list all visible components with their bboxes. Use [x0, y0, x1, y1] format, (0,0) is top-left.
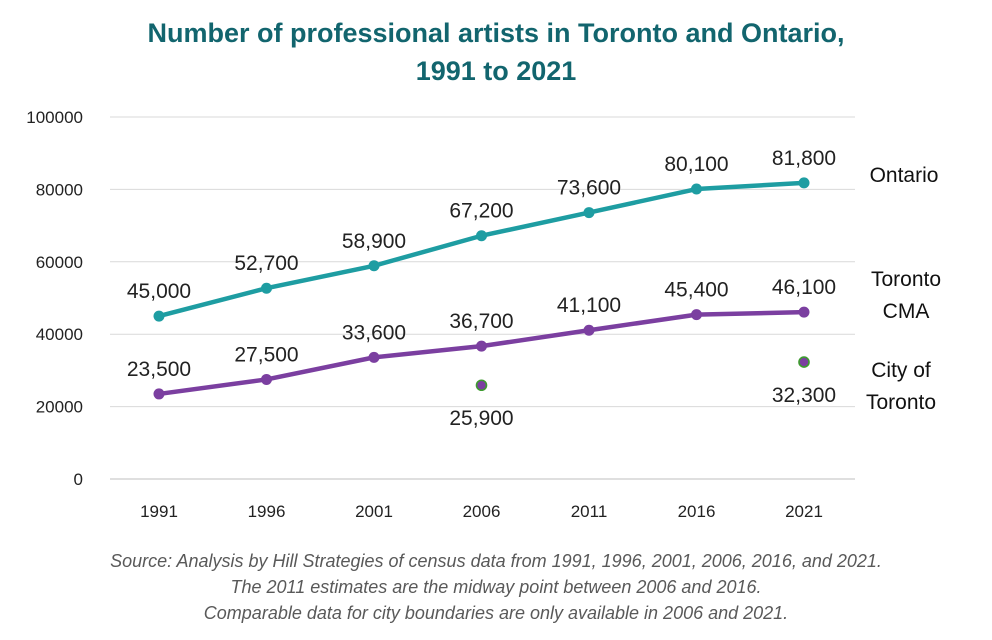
data-point: [153, 310, 165, 322]
y-tick-label: 20000: [36, 398, 83, 417]
chart-title: Number of professional artists in Toront…: [0, 14, 992, 90]
x-tick-label: 2021: [785, 502, 823, 521]
source-note: Source: Analysis by Hill Strategies of c…: [0, 548, 992, 626]
data-label: 67,200: [449, 200, 513, 223]
data-label: 27,500: [234, 343, 298, 366]
x-tick-label: 1991: [140, 502, 178, 521]
data-label: 33,600: [342, 321, 406, 344]
series-labels: Ontario Toronto CMA City of Toronto: [866, 164, 941, 414]
data-label: 80,100: [664, 153, 728, 176]
data-label: 25,900: [449, 407, 513, 430]
x-tick-label: 1996: [248, 502, 286, 521]
data-point: [368, 351, 380, 363]
series-toronto-cma: 23,500 27,500 33,600 36,700 41,100 45,400 46,1…: [127, 276, 836, 400]
y-tick-label: 0: [74, 470, 83, 489]
x-tick-label: 2016: [678, 502, 716, 521]
chart-title-line-2: 1991 to 2021: [415, 56, 577, 86]
data-point: [261, 373, 272, 385]
x-tick-label: 2006: [463, 502, 501, 521]
data-label: 32,300: [772, 384, 836, 407]
source-line-2: The 2011 estimates are the midway point …: [230, 577, 762, 597]
series-ontario: 45,000 52,700 58,900 67,200 73,600 80,100 81,8…: [127, 147, 836, 322]
data-label: 73,600: [557, 177, 621, 200]
data-label: 36,700: [449, 310, 513, 333]
data-label: 46,100: [772, 276, 836, 299]
y-axis: 0 20000 40000 60000 80000 100000: [26, 108, 83, 489]
data-label: 23,500: [127, 358, 191, 381]
data-point: [798, 356, 810, 368]
source-line-1: Source: Analysis by Hill Strategies of c…: [110, 551, 882, 571]
source-line-3: Comparable data for city boundaries are …: [203, 603, 789, 623]
data-point: [476, 230, 487, 242]
series-name-label: Ontario: [870, 164, 939, 187]
x-tick-label: 2001: [355, 502, 393, 521]
series-name-label: Toronto CMA: [871, 268, 941, 323]
gridlines: [110, 116, 855, 480]
data-label: 81,800: [772, 147, 836, 170]
data-point: [583, 207, 595, 219]
x-axis: 1991 1996 2001 2006 2011 2016 2021: [140, 502, 823, 521]
data-point: [261, 282, 272, 294]
series-name-label: City of Toronto: [866, 359, 936, 414]
data-point: [368, 260, 380, 272]
data-point: [153, 388, 165, 400]
y-tick-label: 60000: [36, 253, 83, 272]
data-point: [798, 177, 810, 189]
data-label: 52,700: [234, 252, 298, 275]
data-point: [691, 183, 702, 195]
y-tick-label: 80000: [36, 180, 83, 199]
data-label: 45,400: [664, 279, 728, 302]
x-tick-label: 2011: [571, 502, 608, 521]
data-label: 58,900: [342, 230, 406, 253]
data-point: [476, 340, 487, 352]
data-label: 45,000: [127, 280, 191, 303]
plot-series: 45,000 52,700 58,900 67,200 73,600 80,100 81,8…: [127, 147, 836, 430]
chart-title-line-1: Number of professional artists in Toront…: [147, 18, 845, 48]
data-label: 41,100: [557, 294, 621, 317]
line-chart: 0 20000 40000 60000 80000 100000 1991 1996 2001…: [26, 108, 941, 521]
data-point: [475, 379, 488, 392]
data-point: [798, 306, 810, 318]
series-city-of-toronto: 25,900 32,300: [449, 356, 836, 430]
data-point: [583, 324, 595, 336]
data-point: [691, 309, 702, 321]
y-tick-label: 100000: [26, 108, 83, 127]
y-tick-label: 40000: [36, 325, 83, 344]
